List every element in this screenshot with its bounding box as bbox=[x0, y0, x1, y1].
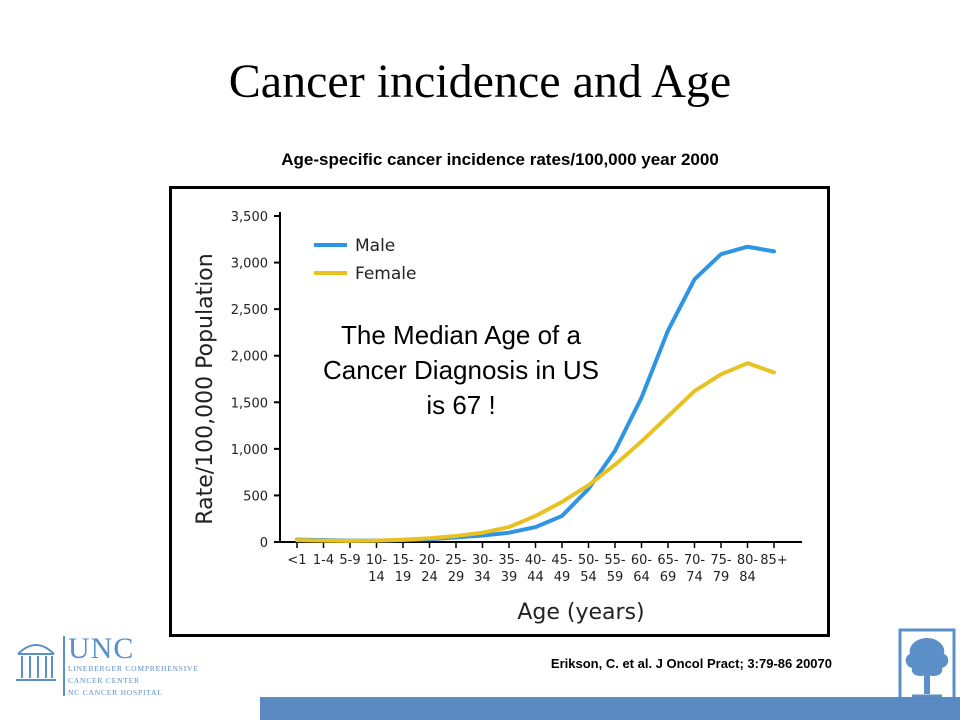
x-tick-label: 34 bbox=[474, 570, 491, 585]
x-tick-label: 25- bbox=[445, 553, 467, 568]
x-tick-label: 44 bbox=[527, 570, 544, 585]
unc-logo-name: UNC bbox=[68, 632, 135, 665]
old-well-icon bbox=[16, 636, 65, 696]
x-tick-label: 35- bbox=[498, 553, 520, 568]
x-tick-label: 45- bbox=[551, 553, 573, 568]
x-tick-label: 70- bbox=[684, 553, 706, 568]
annotation-line: Cancer Diagnosis in US bbox=[322, 355, 599, 385]
annotation-line: The Median Age of a bbox=[341, 320, 581, 350]
x-tick-label: 79 bbox=[713, 570, 730, 585]
y-tick-label: 3,000 bbox=[231, 257, 268, 272]
chart-caption: Age-specific cancer incidence rates/100,… bbox=[281, 150, 719, 169]
legend-label: Male bbox=[355, 236, 395, 256]
x-tick-label: 29 bbox=[448, 570, 465, 585]
x-tick-label: 40- bbox=[525, 553, 547, 568]
chart-frame: 0 500 1,000 1,500 2,000 2,500 3,000 3,500 <1 1-4 5… bbox=[169, 186, 830, 637]
x-tick-label: 15- bbox=[392, 553, 414, 568]
slide-title: Cancer incidence and Age bbox=[228, 55, 732, 108]
series-line-female bbox=[295, 361, 776, 543]
y-tick-label: 1,000 bbox=[231, 443, 268, 458]
annotation-line: is 67 ! bbox=[426, 390, 496, 420]
y-tick-label: 2,000 bbox=[231, 350, 268, 365]
x-tick-label: 54 bbox=[580, 570, 597, 585]
x-tick-label: <1 bbox=[287, 553, 306, 568]
x-tick-label: 84 bbox=[739, 570, 756, 585]
legend-label: Female bbox=[355, 264, 416, 284]
x-tick-label: 24 bbox=[421, 570, 438, 585]
x-tick-label: 69 bbox=[660, 570, 677, 585]
x-tick-label: 19 bbox=[395, 570, 412, 585]
y-tick-label: 0 bbox=[260, 536, 268, 551]
x-tick-label: 20- bbox=[419, 553, 441, 568]
median-age-annotation: The Median Age of a Cancer Diagnosis in … bbox=[281, 318, 641, 423]
x-tick-label: 39 bbox=[501, 570, 518, 585]
x-tick-label: 60- bbox=[631, 553, 653, 568]
x-tick-label: 74 bbox=[686, 570, 703, 585]
unc-logo-line: NC CANCER HOSPITAL bbox=[68, 688, 163, 697]
y-axis-title: Rate/100,000 Population bbox=[193, 253, 218, 524]
unc-logo-line: CANCER CENTER bbox=[68, 676, 140, 685]
unc-logo-line: LINEBERGER COMPREHENSIVE bbox=[68, 664, 199, 673]
x-tick-label: 55- bbox=[604, 553, 626, 568]
x-tick-label: 59 bbox=[607, 570, 624, 585]
x-tick-label: 10- bbox=[366, 553, 388, 568]
x-tick-label: 1-4 bbox=[313, 553, 334, 568]
x-tick-label: 75- bbox=[710, 553, 732, 568]
x-axis-title: Age (years) bbox=[517, 600, 644, 625]
y-tick-label: 1,500 bbox=[231, 396, 268, 411]
x-tick-label: 30- bbox=[472, 553, 494, 568]
x-tick-label: 49 bbox=[554, 570, 571, 585]
x-tick-label: 85+ bbox=[760, 553, 787, 568]
y-tick-label: 2,500 bbox=[231, 303, 268, 318]
footer-bar bbox=[260, 697, 960, 720]
x-tick-label: 50- bbox=[578, 553, 600, 568]
y-tick-label: 500 bbox=[243, 489, 268, 504]
x-tick-label: 64 bbox=[633, 570, 650, 585]
x-tick-label: 5-9 bbox=[339, 553, 360, 568]
citation: Erikson, C. et al. J Oncol Pract; 3:79-8… bbox=[550, 656, 832, 671]
y-tick-label: 3,500 bbox=[231, 210, 268, 225]
tree-logo-icon bbox=[898, 628, 956, 706]
x-tick-label: 14 bbox=[368, 570, 385, 585]
line-chart: 0 500 1,000 1,500 2,000 2,500 3,000 3,500 <1 1-4 5… bbox=[193, 210, 802, 625]
x-tick-label: 80- bbox=[737, 553, 759, 568]
x-tick-label: 65- bbox=[657, 553, 679, 568]
